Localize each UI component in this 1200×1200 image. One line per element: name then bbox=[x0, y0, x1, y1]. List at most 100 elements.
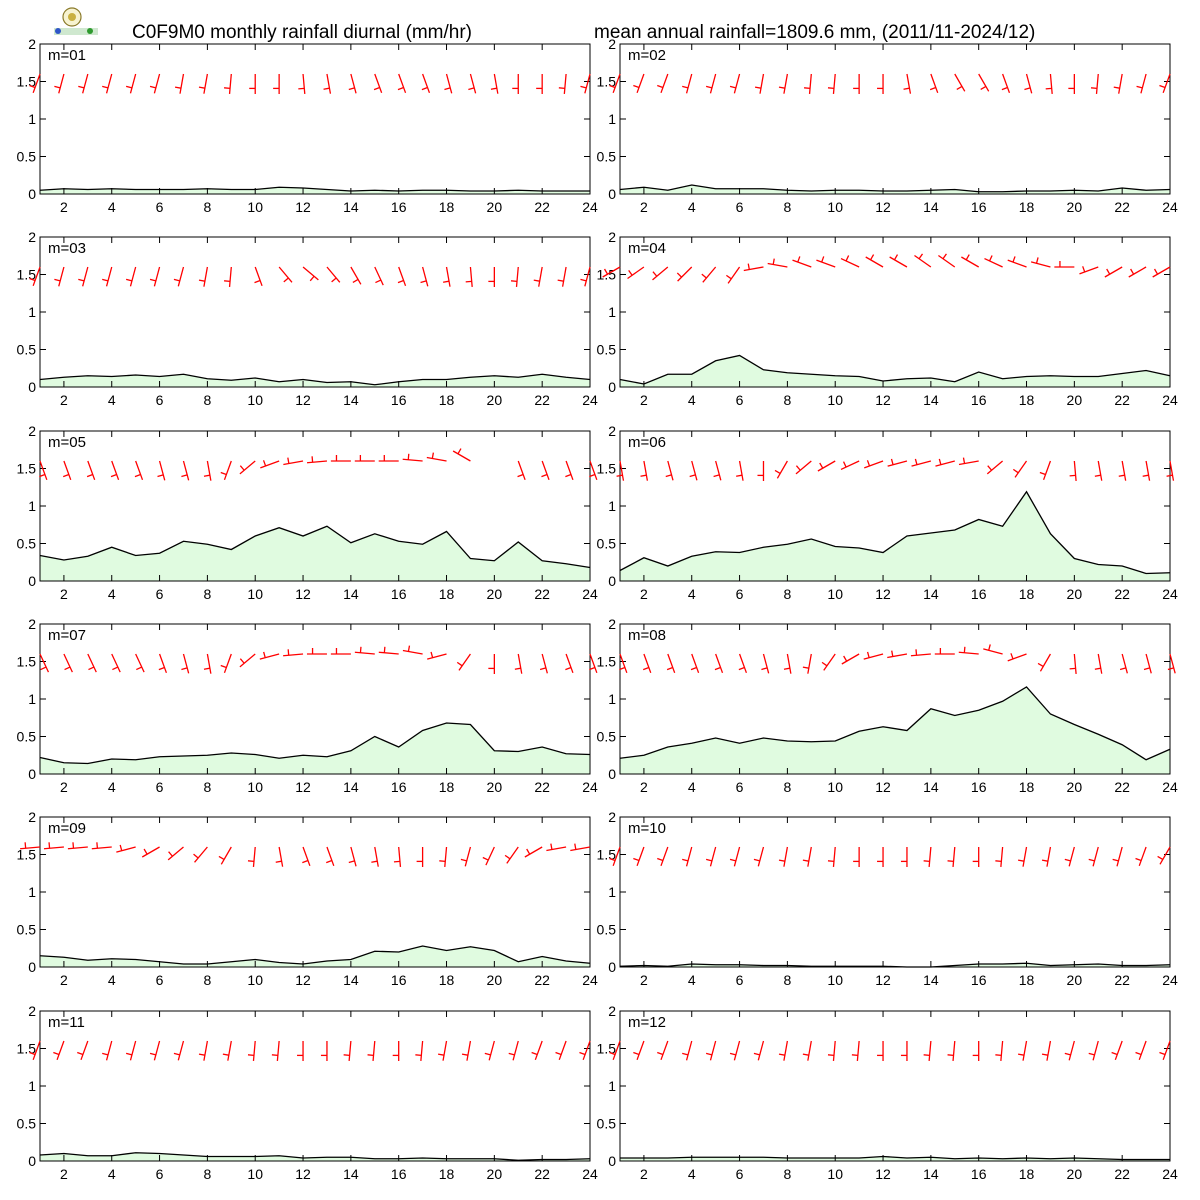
wind-barb-staff bbox=[206, 460, 212, 481]
month-label: m=08 bbox=[628, 627, 666, 644]
wind-barb bbox=[134, 460, 144, 481]
wind-barb-staff bbox=[283, 653, 304, 657]
wind-barb-flag bbox=[1153, 268, 1159, 275]
x-tick-label: 18 bbox=[439, 1166, 455, 1182]
wind-barb-flag bbox=[174, 86, 182, 89]
wind-barb-flag bbox=[1064, 858, 1071, 862]
wind-barb-flag bbox=[1010, 653, 1014, 660]
wind-barb-flag bbox=[220, 664, 227, 669]
wind-barb-staff bbox=[302, 73, 306, 94]
wind-barb-staff bbox=[283, 460, 304, 466]
x-tick-label: 24 bbox=[1162, 586, 1178, 602]
wind-barb-flag bbox=[1094, 474, 1101, 477]
x-tick-label: 8 bbox=[783, 392, 791, 408]
wind-barb bbox=[490, 73, 499, 94]
wind-barb-flag bbox=[689, 474, 696, 478]
wind-barb-flag bbox=[891, 650, 894, 657]
wind-barb-flag bbox=[1082, 266, 1086, 273]
wind-barb-flag bbox=[797, 256, 801, 263]
panel-m-06: 00.511.522 4 6 8 10 12 14 16 18 20 22 24m=06 bbox=[597, 423, 1178, 602]
wind-barb-staff bbox=[938, 254, 956, 268]
wind-barb bbox=[135, 653, 145, 673]
wind-barb-staff bbox=[350, 266, 362, 285]
x-tick-label: 24 bbox=[582, 1166, 598, 1182]
wind-barb-staff bbox=[1039, 653, 1051, 672]
wind-barb-flag bbox=[628, 269, 633, 276]
wind-barb-staff bbox=[302, 846, 311, 867]
x-tick-label: 24 bbox=[1162, 392, 1178, 408]
rain-line bbox=[620, 1155, 1170, 1161]
wind-barb bbox=[157, 460, 166, 481]
wind-barb-flag bbox=[504, 854, 511, 860]
x-tick-label: 10 bbox=[827, 199, 843, 215]
wind-barb-flag bbox=[112, 666, 119, 671]
wind-barb-staff bbox=[421, 73, 431, 94]
wind-barb-staff bbox=[1152, 266, 1171, 278]
x-tick-label: 14 bbox=[343, 972, 359, 988]
rain-line bbox=[39, 186, 590, 192]
wind-barb-flag bbox=[988, 644, 991, 651]
wind-barb bbox=[865, 254, 884, 268]
x-tick-label: 8 bbox=[783, 586, 791, 602]
wind-barb bbox=[397, 266, 407, 287]
wind-barb-flag bbox=[331, 277, 337, 283]
wind-barb bbox=[589, 653, 598, 674]
x-tick-label: 4 bbox=[108, 779, 116, 795]
wind-barb-staff bbox=[715, 653, 724, 674]
x-tick-label: 14 bbox=[923, 779, 939, 795]
wind-barb-flag bbox=[203, 474, 211, 477]
wind-barb bbox=[415, 1040, 424, 1061]
wind-barb bbox=[682, 846, 693, 867]
wind-barb-staff bbox=[928, 1040, 932, 1061]
wind-barb bbox=[198, 1040, 209, 1061]
x-tick-label: 6 bbox=[736, 779, 744, 795]
wind-barb-flag bbox=[125, 85, 133, 89]
wind-barb-staff bbox=[1007, 653, 1027, 662]
wind-barb bbox=[900, 1041, 908, 1061]
wind-barb bbox=[579, 1040, 591, 1061]
y-tick-label: 1.5 bbox=[597, 654, 617, 670]
wind-barb bbox=[877, 1041, 884, 1061]
rain-area bbox=[40, 187, 590, 194]
wind-barb-flag bbox=[247, 1054, 255, 1056]
x-tick-label: 10 bbox=[247, 1166, 263, 1182]
x-tick-label: 24 bbox=[1162, 1166, 1178, 1182]
wind-barb-staff bbox=[627, 266, 645, 280]
wind-barb bbox=[923, 846, 932, 867]
x-tick-label: 24 bbox=[582, 392, 598, 408]
wind-barb bbox=[1094, 653, 1103, 674]
wind-barb-staff bbox=[660, 1040, 669, 1061]
wind-barb-flag bbox=[557, 279, 564, 282]
wind-barb bbox=[935, 458, 955, 467]
plot-frame bbox=[619, 43, 1171, 195]
y-tick-label: 0.5 bbox=[597, 1116, 617, 1132]
wind-barb bbox=[817, 460, 836, 472]
wind-barb-flag bbox=[682, 858, 689, 862]
wind-barb-flag bbox=[1017, 1053, 1025, 1056]
wind-barb bbox=[934, 648, 955, 655]
panel-m-07: 00.511.522 4 6 8 10 12 14 16 18 20 22 24m=07 bbox=[17, 616, 598, 795]
y-tick-label: 1.5 bbox=[17, 654, 37, 670]
y-tick-label: 0.5 bbox=[17, 922, 37, 938]
wind-barb-flag bbox=[420, 280, 427, 284]
x-tick-label: 12 bbox=[875, 972, 891, 988]
x-tick-label: 20 bbox=[487, 586, 503, 602]
x-tick-label: 6 bbox=[736, 199, 744, 215]
wind-barb-flag bbox=[508, 1052, 515, 1056]
wind-barb bbox=[354, 646, 375, 655]
y-tick-label: 1 bbox=[28, 498, 36, 514]
x-tick-label: 4 bbox=[688, 199, 696, 215]
wind-barb bbox=[78, 266, 89, 287]
wind-barb bbox=[298, 73, 306, 94]
wind-barb-staff bbox=[378, 651, 399, 655]
wind-barb-staff bbox=[1145, 653, 1152, 674]
wind-barb-staff bbox=[1128, 266, 1147, 278]
wind-barb-flag bbox=[772, 258, 775, 265]
wind-barb-staff bbox=[87, 653, 97, 673]
wind-barb-staff bbox=[619, 460, 625, 481]
wind-barb bbox=[29, 266, 41, 287]
x-tick-label: 8 bbox=[203, 779, 211, 795]
x-tick-label: 14 bbox=[343, 199, 359, 215]
wind-barb-flag bbox=[181, 474, 188, 478]
